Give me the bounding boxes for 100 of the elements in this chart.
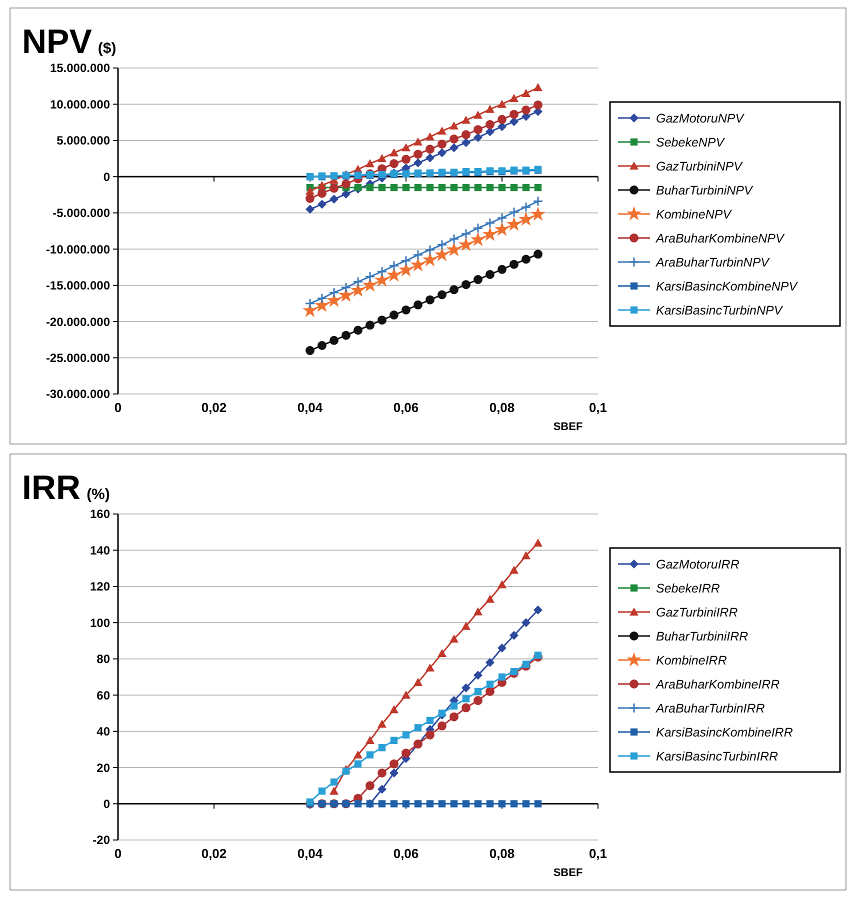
point — [486, 120, 494, 130]
point — [462, 683, 470, 692]
point — [462, 800, 470, 808]
point — [378, 784, 386, 794]
point — [388, 260, 400, 272]
point — [426, 153, 434, 162]
y-tick-label: 40 — [96, 724, 110, 739]
point — [498, 673, 506, 681]
point — [522, 184, 530, 192]
point — [510, 110, 518, 119]
point — [450, 184, 458, 192]
y-tick-label: 80 — [96, 652, 110, 666]
point — [462, 130, 470, 140]
point — [438, 800, 446, 808]
point — [522, 551, 530, 560]
point — [450, 634, 458, 643]
point — [426, 132, 434, 140]
point — [508, 206, 520, 218]
point — [486, 686, 494, 696]
legend-label: GazTurbiniIRR — [656, 605, 738, 620]
legend-label: GazMotoruIRR — [656, 557, 740, 572]
point — [366, 320, 374, 330]
point — [532, 196, 544, 207]
x-tick-label: 0,02 — [201, 400, 227, 415]
point — [434, 247, 450, 262]
point — [330, 778, 338, 786]
y-tick-label: 15.000.000 — [50, 61, 110, 76]
point — [318, 180, 326, 189]
point — [522, 106, 530, 115]
point — [534, 100, 542, 110]
point — [400, 255, 412, 266]
point — [522, 254, 530, 264]
point — [450, 143, 458, 152]
point — [474, 184, 482, 192]
point — [304, 298, 316, 309]
point — [534, 538, 542, 547]
point — [462, 622, 470, 630]
y-tick-label: -15.000.000 — [46, 278, 110, 293]
point — [510, 260, 518, 269]
point — [522, 618, 530, 628]
point — [414, 800, 422, 808]
point — [426, 716, 434, 724]
point — [498, 264, 506, 274]
legend-label: BuharTurbiniIRR — [656, 629, 748, 644]
point — [426, 295, 434, 304]
point — [422, 252, 438, 266]
point — [378, 184, 386, 192]
point — [330, 194, 338, 204]
point — [458, 236, 474, 252]
point — [402, 800, 410, 808]
point — [378, 768, 386, 778]
point — [534, 800, 542, 808]
point — [378, 744, 386, 752]
point — [306, 346, 314, 356]
legend-label: GazTurbiniNPV — [656, 159, 744, 174]
x-tick-label: 0,04 — [297, 400, 324, 415]
point — [486, 658, 494, 668]
point — [438, 140, 446, 149]
point — [426, 144, 434, 154]
x-tick-label: 0,06 — [393, 400, 419, 415]
point — [424, 244, 436, 256]
point — [390, 159, 398, 168]
point — [474, 670, 482, 680]
point — [318, 788, 326, 795]
point — [520, 202, 532, 212]
legend-label: AraBuharTurbinIRR — [655, 701, 765, 716]
y-tick-label: 10.000.000 — [50, 97, 110, 112]
y-tick-label: 160 — [90, 507, 110, 522]
point — [450, 121, 458, 130]
point — [386, 267, 402, 282]
point — [494, 222, 510, 236]
x-tick-label: 0,08 — [489, 400, 515, 415]
point — [354, 800, 362, 808]
point — [498, 114, 506, 124]
point — [518, 212, 534, 226]
point — [414, 724, 422, 732]
point — [462, 184, 470, 192]
point — [510, 94, 518, 102]
point — [510, 184, 518, 192]
point — [486, 270, 494, 279]
point — [318, 200, 326, 209]
y-tick-label: -5.000.000 — [52, 206, 110, 220]
point — [470, 232, 486, 246]
point — [426, 663, 434, 672]
point — [510, 566, 518, 574]
point — [474, 110, 482, 119]
point — [328, 287, 340, 298]
y-tick-label: 0 — [103, 170, 110, 184]
point — [376, 266, 388, 277]
point — [338, 288, 354, 302]
point — [498, 184, 506, 192]
point — [366, 751, 374, 758]
point — [342, 179, 350, 188]
point — [474, 688, 482, 696]
point — [366, 159, 374, 168]
point — [498, 800, 506, 808]
point — [438, 184, 446, 192]
x-tick-label: 0 — [114, 400, 122, 415]
point — [402, 690, 410, 699]
y-tick-label: 0 — [103, 796, 110, 811]
